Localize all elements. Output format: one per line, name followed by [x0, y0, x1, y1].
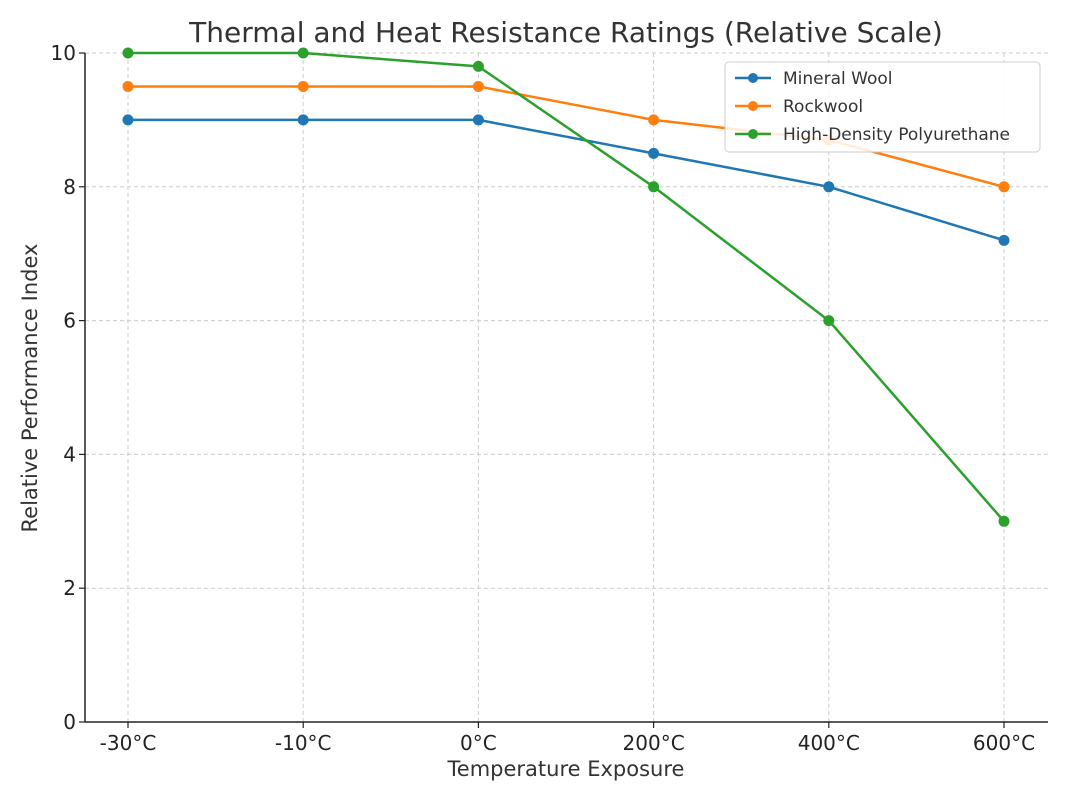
legend-box	[724, 61, 1041, 153]
data-point	[998, 181, 1010, 193]
legend-label: Mineral Wool	[783, 69, 893, 89]
data-point	[823, 315, 835, 327]
x-tick-label: 200°C	[623, 731, 685, 755]
x-tick-label: 400°C	[798, 731, 860, 755]
legend-label: Rockwool	[783, 97, 863, 117]
y-tick-label: 10	[51, 41, 76, 65]
data-point	[122, 47, 134, 59]
series-line	[128, 51, 1005, 523]
data-point	[297, 47, 309, 59]
series-high-density-polyurethane	[122, 47, 1010, 527]
grid	[85, 52, 1048, 723]
data-point	[297, 114, 309, 126]
legend-item: Rockwool	[735, 97, 863, 117]
x-tick-label: 600°C	[973, 731, 1035, 755]
data-point	[998, 515, 1010, 527]
chart-title: Thermal and Heat Resistance Ratings (Rel…	[188, 16, 943, 49]
tick-labels: 0 2 4 6 8 10 -30°C -10°C 0°C 200°C 400°C 600°C	[51, 41, 1036, 755]
y-tick-label: 4	[63, 442, 76, 466]
y-tick-label: 8	[63, 175, 76, 199]
legend-label: High-Density Polyurethane	[783, 125, 1010, 145]
x-tick-label: 0°C	[460, 731, 497, 755]
data-point	[472, 80, 484, 92]
y-tick-label: 6	[63, 309, 76, 333]
data-point	[648, 181, 660, 193]
axes	[79, 52, 1048, 728]
x-tick-label: -30°C	[100, 731, 157, 755]
x-tick-label: -10°C	[275, 731, 332, 755]
data-point	[122, 114, 134, 126]
legend-swatch-marker	[748, 101, 758, 111]
data-point	[648, 114, 660, 126]
legend-swatch-marker	[748, 73, 758, 83]
y-axis-label: Relative Performance Index	[18, 244, 42, 533]
legend-item: High-Density Polyurethane	[735, 125, 1010, 145]
data-point	[122, 80, 134, 92]
data-point	[823, 181, 835, 193]
y-tick-label: 0	[63, 710, 76, 734]
data-point	[648, 147, 660, 159]
data-point	[472, 114, 484, 126]
legend-item: Mineral Wool	[735, 69, 893, 89]
data-point	[297, 80, 309, 92]
data-point	[472, 60, 484, 72]
legend-swatch-marker	[748, 129, 758, 139]
series-line	[128, 118, 1005, 242]
data-point	[998, 234, 1010, 246]
x-axis-label: Temperature Exposure	[447, 757, 685, 781]
series-group	[122, 47, 1010, 527]
y-tick-label: 2	[63, 576, 76, 600]
legend: Mineral Wool Rockwool High-Density Polyure…	[724, 61, 1041, 153]
series-mineral-wool	[122, 114, 1010, 246]
